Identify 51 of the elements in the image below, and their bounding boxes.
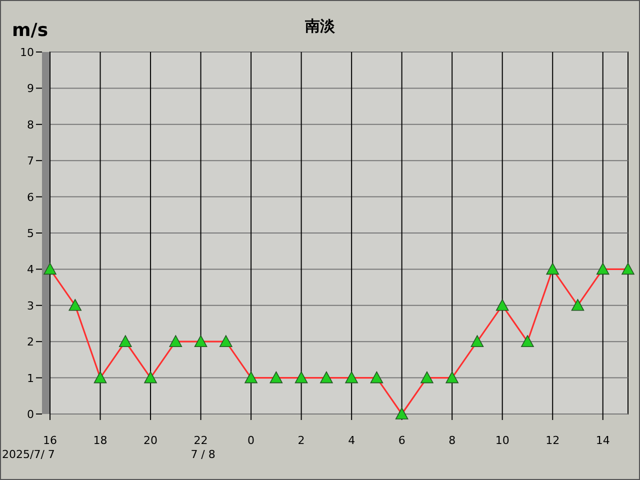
point <box>320 371 333 384</box>
chart-title: 南淡 <box>304 17 336 35</box>
point <box>94 371 107 384</box>
y-tick-label: 3 <box>27 299 34 312</box>
y-tick-label: 5 <box>27 227 34 240</box>
y-tick-label: 4 <box>27 263 34 276</box>
y-tick-label: 8 <box>27 118 34 132</box>
point <box>470 335 484 347</box>
point <box>622 262 634 275</box>
point <box>496 299 509 311</box>
x-tick-label: 10 <box>495 434 510 447</box>
point <box>294 371 308 384</box>
y-axis-title: m/s <box>12 20 48 41</box>
point <box>244 371 258 384</box>
y-tick-label: 9 <box>27 82 34 96</box>
x-tick-label: 8 <box>448 434 456 447</box>
x-tick-label: 20 <box>144 434 158 447</box>
x-tick-label: 18 <box>93 434 108 447</box>
point <box>571 299 584 311</box>
y-tick-label: 6 <box>27 190 34 204</box>
point <box>345 371 358 384</box>
y-tick-label: 0 <box>27 408 34 421</box>
x-tick-label: 6 <box>398 434 406 447</box>
point <box>370 371 384 384</box>
text: 2025/7/ 7 <box>2 448 55 461</box>
y-tick-label: 2 <box>27 336 34 349</box>
point <box>169 335 182 347</box>
x-tick-label: 12 <box>546 434 560 447</box>
x-tick-label: 16 <box>43 434 57 447</box>
point <box>68 299 82 311</box>
y-tick-label: 10 <box>20 46 34 59</box>
x-tick-label: 0 <box>248 434 255 447</box>
point <box>596 262 610 275</box>
point <box>546 262 560 275</box>
point <box>118 335 132 347</box>
x-tick-label: 4 <box>348 434 356 447</box>
y-tick-label: 7 <box>27 154 34 168</box>
point <box>270 371 283 384</box>
y-tick-label: 1 <box>27 372 34 385</box>
text: 7 / 8 <box>190 448 216 461</box>
x-tick-label: 22 <box>194 434 208 447</box>
point <box>44 262 56 275</box>
point <box>395 408 408 420</box>
point <box>521 335 534 347</box>
x-tick-label: 2 <box>298 434 305 447</box>
point <box>446 371 458 384</box>
point <box>420 371 434 384</box>
point <box>194 335 208 347</box>
point <box>220 335 232 347</box>
x-tick-label: 14 <box>596 434 610 447</box>
point <box>144 371 157 384</box>
